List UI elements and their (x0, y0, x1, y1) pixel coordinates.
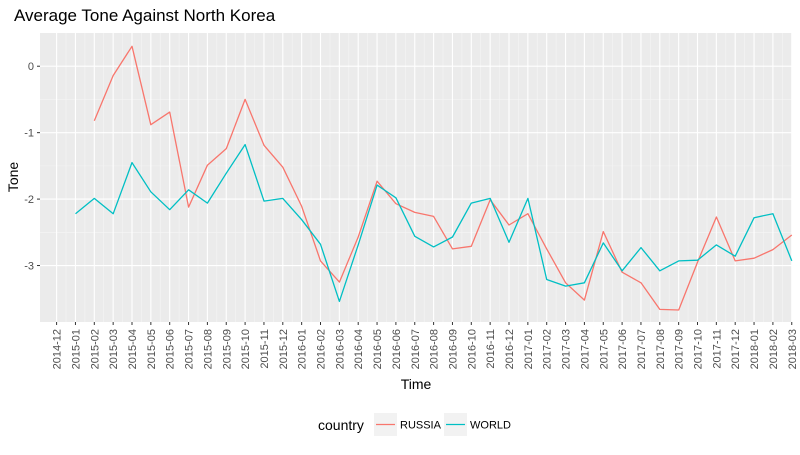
x-axis-label: Time (401, 376, 432, 392)
y-tick-label: 0 (28, 61, 34, 73)
x-tick-label: 2016-11 (485, 329, 497, 369)
y-tick-label: -2 (24, 194, 34, 206)
x-tick-label: 2016-08 (429, 329, 441, 369)
x-tick-label: 2015-01 (70, 329, 82, 369)
x-tick-label: 2015-11 (259, 329, 271, 369)
x-tick-label: 2015-04 (127, 329, 139, 369)
x-axis: 2014-12 2015-01 2015-02 2015-03 2015-04 2015-… (52, 322, 799, 369)
x-tick-label: 2015-03 (108, 329, 120, 369)
x-tick-label: 2015-08 (202, 329, 214, 369)
x-tick-label: 2016-05 (372, 329, 384, 369)
x-tick-label: 2016-12 (504, 329, 516, 369)
x-tick-label: 2016-09 (447, 329, 459, 369)
x-tick-label: 2018-02 (768, 329, 780, 369)
x-tick-label: 2017-05 (598, 329, 610, 369)
x-tick-label: 2017-10 (693, 329, 705, 369)
x-tick-label: 2015-05 (146, 329, 158, 369)
y-tick-label: -3 (24, 261, 34, 273)
x-tick-label: 2017-11 (711, 329, 723, 369)
x-tick-label: 2017-04 (579, 329, 591, 369)
x-tick-label: 2017-07 (636, 329, 648, 369)
legend-items: RUSSIA WORLD (374, 413, 511, 436)
minor-gridlines (40, 33, 792, 322)
x-tick-label: 2018-03 (787, 329, 799, 369)
x-tick-label: 2016-01 (297, 329, 309, 369)
x-tick-label: 2018-01 (749, 329, 761, 369)
x-tick-label: 2016-03 (334, 329, 346, 369)
x-tick-label: 2017-03 (561, 329, 573, 369)
x-tick-label: 2016-06 (391, 329, 403, 369)
x-tick-label: 2017-09 (674, 329, 686, 369)
x-tick-label: 2015-06 (165, 329, 177, 369)
major-gridlines (40, 33, 793, 322)
x-tick-label: 2016-02 (316, 329, 328, 369)
legend-label-russia: RUSSIA (400, 420, 442, 432)
x-tick-label: 2017-12 (730, 329, 742, 369)
x-tick-label: 2016-10 (466, 329, 478, 369)
y-axis-label: Tone (5, 162, 21, 193)
x-tick-label: 2015-09 (221, 329, 233, 369)
y-tick-label: -1 (24, 128, 34, 140)
x-tick-label: 2017-06 (617, 329, 629, 369)
x-tick-label: 2016-04 (353, 329, 365, 369)
plot-panel (40, 33, 792, 322)
x-tick-label: 2015-12 (278, 329, 290, 369)
legend: country RUSSIA WORLD (318, 413, 511, 436)
legend-title: country (318, 417, 364, 433)
y-axis: 0 -1 -2 -3 (24, 61, 40, 273)
series-lines (75, 45, 793, 311)
x-tick-label: 2014-12 (52, 329, 64, 369)
x-tick-label: 2017-02 (542, 329, 554, 369)
x-tick-label: 2016-07 (410, 329, 422, 369)
legend-label-world: WORLD (470, 420, 511, 432)
x-tick-label: 2017-08 (655, 329, 667, 369)
chart-title: Average Tone Against North Korea (14, 6, 276, 25)
series-line-world (75, 143, 793, 303)
x-tick-label: 2015-07 (184, 329, 196, 369)
x-tick-label: 2017-01 (523, 329, 535, 369)
series-line-russia (93, 45, 793, 311)
x-tick-label: 2015-02 (89, 329, 101, 369)
x-tick-label: 2015-10 (240, 329, 252, 369)
